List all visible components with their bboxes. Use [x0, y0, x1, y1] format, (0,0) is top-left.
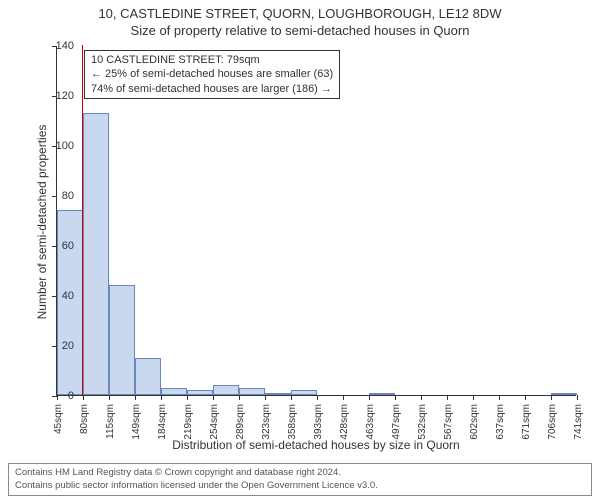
y-tick-label: 20 — [44, 340, 74, 352]
x-tick-mark — [187, 395, 188, 400]
x-tick-mark — [239, 395, 240, 400]
x-tick-mark — [499, 395, 500, 400]
y-axis-label: Number of semi-detached properties — [35, 92, 49, 352]
x-tick-mark — [551, 395, 552, 400]
chart-title-main: 10, CASTLEDINE STREET, QUORN, LOUGHBOROU… — [0, 0, 600, 21]
chart-container: 10, CASTLEDINE STREET, QUORN, LOUGHBOROU… — [0, 0, 600, 500]
histogram-bar — [239, 388, 264, 396]
histogram-bar — [291, 390, 317, 395]
histogram-bar — [369, 393, 394, 396]
x-tick-mark — [447, 395, 448, 400]
y-tick-label: 100 — [44, 140, 74, 152]
histogram-bar — [187, 390, 213, 395]
x-tick-mark — [213, 395, 214, 400]
x-tick-mark — [135, 395, 136, 400]
footer-line1: Contains HM Land Registry data © Crown c… — [15, 467, 585, 479]
histogram-bar — [57, 210, 83, 395]
x-tick-mark — [577, 395, 578, 400]
annotation-line2: ← 25% of semi-detached houses are smalle… — [91, 67, 333, 81]
x-tick-mark — [343, 395, 344, 400]
y-tick-label: 40 — [44, 290, 74, 302]
x-tick-mark — [421, 395, 422, 400]
x-tick-mark — [265, 395, 266, 400]
x-axis-label: Distribution of semi-detached houses by … — [56, 438, 576, 452]
histogram-bar — [551, 393, 577, 396]
histogram-bar — [83, 113, 109, 396]
x-tick-mark — [395, 395, 396, 400]
y-tick-label: 0 — [44, 390, 74, 402]
footer-attribution: Contains HM Land Registry data © Crown c… — [8, 463, 592, 496]
x-tick-mark — [369, 395, 370, 400]
histogram-bar — [265, 393, 291, 396]
x-tick-mark — [161, 395, 162, 400]
x-tick-mark — [473, 395, 474, 400]
histogram-bar — [213, 385, 239, 395]
annotation-box: 10 CASTLEDINE STREET: 79sqm ← 25% of sem… — [84, 50, 340, 99]
chart-title-sub: Size of property relative to semi-detach… — [0, 21, 600, 42]
histogram-bar — [135, 358, 161, 396]
y-tick-label: 80 — [44, 190, 74, 202]
annotation-line1: 10 CASTLEDINE STREET: 79sqm — [91, 53, 333, 67]
histogram-bar — [109, 285, 134, 395]
histogram-bar — [161, 388, 187, 396]
footer-line2: Contains public sector information licen… — [15, 480, 585, 492]
x-tick-mark — [525, 395, 526, 400]
y-tick-label: 140 — [44, 40, 74, 52]
x-tick-mark — [291, 395, 292, 400]
y-tick-label: 120 — [44, 90, 74, 102]
y-tick-label: 60 — [44, 240, 74, 252]
x-tick-mark — [317, 395, 318, 400]
x-tick-mark — [109, 395, 110, 400]
annotation-line3: 74% of semi-detached houses are larger (… — [91, 82, 333, 96]
x-tick-mark — [83, 395, 84, 400]
